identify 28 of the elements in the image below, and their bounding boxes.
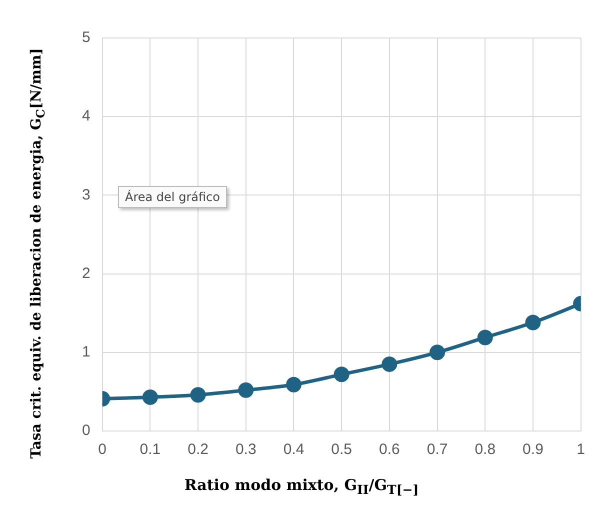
x-tick-label: 0.4: [283, 441, 304, 458]
x-tick-label: 0: [98, 441, 107, 458]
point: [190, 387, 206, 403]
y-tick-label: 3: [82, 186, 90, 204]
point: [238, 382, 254, 398]
y-tick-label: 0: [82, 422, 90, 440]
point: [477, 330, 493, 346]
x-tick-label: 0.6: [379, 441, 400, 458]
point: [382, 356, 398, 372]
x-tick-label: 0.2: [188, 441, 208, 458]
x-tick-label: 1: [576, 441, 585, 458]
x-tick-label: 0.1: [140, 441, 161, 458]
point: [525, 314, 541, 330]
x-tick-label: 0.8: [474, 441, 496, 458]
point: [142, 389, 158, 405]
x-axis-title: Ratio modo mixto, G$_{II}$/G$_{T[−]}$: [183, 476, 420, 497]
x-tick-label: 0.9: [522, 441, 544, 458]
point: [286, 376, 302, 392]
y-tick-label: 1: [82, 344, 90, 361]
annotation: Área del gráfico: [118, 186, 227, 208]
x-tick-label: 0.3: [235, 441, 256, 458]
x-tick-label: 0.7: [426, 441, 448, 458]
point: [334, 366, 350, 382]
y-tick-label: 2: [82, 264, 90, 282]
y-tick-label: 5: [82, 29, 90, 46]
y-tick-label: 4: [82, 108, 90, 125]
point: [430, 344, 446, 360]
x-tick-label: 0.5: [331, 441, 352, 458]
